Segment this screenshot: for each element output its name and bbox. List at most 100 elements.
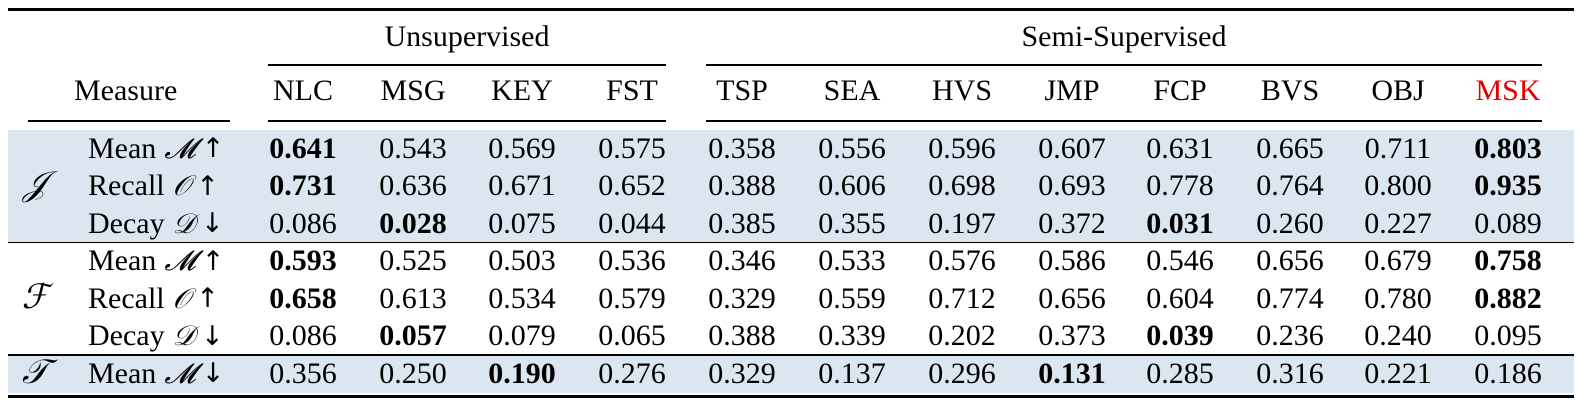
row-label-arrow: ↑ <box>201 245 225 277</box>
measure-rule <box>28 120 230 122</box>
table-cell: 0.606 <box>818 169 886 203</box>
table-cell: 0.086 <box>269 319 337 353</box>
table-cell: 0.137 <box>818 356 886 390</box>
table-cell: 0.388 <box>708 319 776 353</box>
row-label-symbol: 𝒟 <box>172 319 195 353</box>
row-label-symbol: 𝓜 <box>164 356 196 390</box>
table-cell: 0.586 <box>1038 244 1106 278</box>
table-cell: 0.712 <box>928 281 996 315</box>
row-label-name: Decay <box>88 206 165 240</box>
row-label: Decay 𝒟 ↓ <box>88 205 224 243</box>
section-rule <box>8 354 1574 356</box>
table-cell: 0.774 <box>1256 281 1324 315</box>
table-cell: 0.780 <box>1364 281 1432 315</box>
table-cell: 0.385 <box>708 206 776 240</box>
column-header-fst: FST <box>606 74 658 107</box>
table-cell: 0.543 <box>379 131 447 165</box>
row-label-arrow: ↓ <box>201 358 225 390</box>
table-row: Mean 𝓜 ↑ 0.641 0.543 0.569 0.575 0.358 0.556 0.59… <box>0 130 1582 168</box>
table-cell: 0.240 <box>1364 319 1432 353</box>
table-cell: 0.339 <box>818 319 886 353</box>
row-label-symbol: 𝓜 <box>164 244 196 278</box>
section-symbol: 𝒥 <box>23 164 47 205</box>
row-label: Decay 𝒟 ↓ <box>88 318 224 356</box>
table-cell: 0.534 <box>488 281 556 315</box>
table-cell: 0.028 <box>379 206 447 240</box>
table-cell: 0.039 <box>1146 319 1214 353</box>
table-cell: 0.190 <box>488 356 556 390</box>
table-cell: 0.086 <box>269 206 337 240</box>
header-rule-unsupervised <box>268 120 666 122</box>
row-label-name: Mean <box>88 356 157 390</box>
table-cell: 0.346 <box>708 244 776 278</box>
table-cell: 0.652 <box>598 169 666 203</box>
table-cell: 0.131 <box>1038 356 1106 390</box>
table-cell: 0.711 <box>1364 131 1432 165</box>
table-cell: 0.882 <box>1474 281 1542 315</box>
row-label-name: Recall <box>88 169 165 203</box>
column-header-key: KEY <box>491 74 553 107</box>
table-cell: 0.569 <box>488 131 556 165</box>
row-label-arrow: ↓ <box>200 320 224 352</box>
table-cell: 0.693 <box>1038 169 1106 203</box>
column-header-nlc: NLC <box>273 74 333 107</box>
table-cell: 0.329 <box>708 281 776 315</box>
table-cell: 0.202 <box>928 319 996 353</box>
table-cell: 0.503 <box>488 244 556 278</box>
table-cell: 0.186 <box>1474 356 1542 390</box>
group-header-semi-supervised: Semi-Supervised <box>1021 20 1227 53</box>
table-cell: 0.556 <box>818 131 886 165</box>
table-cell: 0.525 <box>379 244 447 278</box>
row-label-name: Decay <box>88 319 165 353</box>
row-label-arrow: ↓ <box>200 208 224 240</box>
section-shade <box>8 355 1574 393</box>
column-header-msk: MSK <box>1475 74 1541 107</box>
table-cell: 0.536 <box>598 244 666 278</box>
row-label: Mean 𝓜 ↓ <box>88 355 224 393</box>
table-cell: 0.329 <box>708 356 776 390</box>
table-row: Decay 𝒟 ↓ 0.086 0.057 0.079 0.065 0.388 0.339 0.2… <box>0 318 1582 356</box>
table-cell: 0.576 <box>928 244 996 278</box>
table-cell: 0.546 <box>1146 244 1214 278</box>
table-cell: 0.316 <box>1256 356 1324 390</box>
table-cell: 0.065 <box>598 319 666 353</box>
table-cell: 0.372 <box>1038 206 1106 240</box>
table-cell: 0.358 <box>708 131 776 165</box>
row-label: Mean 𝓜 ↑ <box>88 243 224 281</box>
table-cell: 0.665 <box>1256 131 1324 165</box>
table-cell: 0.758 <box>1474 244 1542 278</box>
table-cell: 0.593 <box>269 244 337 278</box>
table-cell: 0.596 <box>928 131 996 165</box>
table-cell: 0.641 <box>269 131 337 165</box>
table-cell: 0.803 <box>1474 131 1542 165</box>
column-header-jmp: JMP <box>1044 74 1100 107</box>
table-cell: 0.613 <box>379 281 447 315</box>
group-rule-semi-supervised <box>706 64 1542 66</box>
table-row: Recall 𝒪 ↑ 0.658 0.613 0.534 0.579 0.329 0.559 0.… <box>0 280 1582 318</box>
table-cell: 0.388 <box>708 169 776 203</box>
row-label-symbol: 𝒪 <box>172 169 191 203</box>
table-cell: 0.656 <box>1038 281 1106 315</box>
table-cell: 0.698 <box>928 169 996 203</box>
table-cell: 0.355 <box>818 206 886 240</box>
section-symbol: 𝒯 <box>21 351 49 392</box>
group-header-unsupervised: Unsupervised <box>384 20 550 53</box>
column-header-tsp: TSP <box>716 74 768 107</box>
row-label: Recall 𝒪 ↑ <box>88 168 219 206</box>
row-label-symbol: 𝓜 <box>164 131 196 165</box>
table-cell: 0.607 <box>1038 131 1106 165</box>
table-cell: 0.221 <box>1364 356 1432 390</box>
group-rule-unsupervised <box>268 64 666 66</box>
row-label-name: Mean <box>88 131 157 165</box>
table-cell: 0.373 <box>1038 319 1106 353</box>
row-label-arrow: ↑ <box>196 170 219 202</box>
table-cell: 0.057 <box>379 319 447 353</box>
table-cell: 0.044 <box>598 206 666 240</box>
column-header-obj: OBJ <box>1371 74 1425 107</box>
table-cell: 0.604 <box>1146 281 1214 315</box>
table-cell: 0.579 <box>598 281 666 315</box>
top-rule <box>8 8 1574 11</box>
row-label-symbol: 𝒪 <box>172 281 191 315</box>
table-cell: 0.356 <box>269 356 337 390</box>
